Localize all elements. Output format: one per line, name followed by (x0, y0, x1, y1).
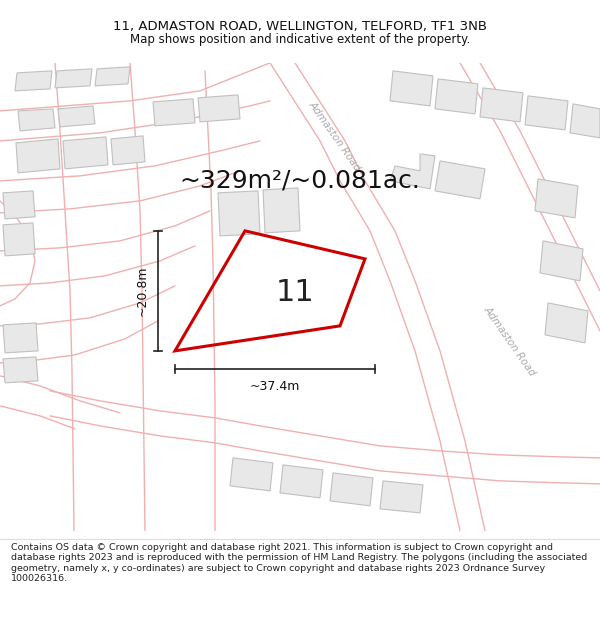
Polygon shape (111, 136, 145, 165)
Polygon shape (3, 357, 38, 383)
Polygon shape (480, 88, 523, 122)
Polygon shape (16, 139, 60, 173)
Text: ~20.8m: ~20.8m (136, 266, 149, 316)
Polygon shape (3, 191, 35, 219)
Text: ~37.4m: ~37.4m (250, 381, 300, 393)
Polygon shape (95, 67, 130, 86)
Text: Admaston Road: Admaston Road (482, 304, 538, 378)
Polygon shape (390, 154, 435, 189)
Polygon shape (330, 473, 373, 506)
Text: 11: 11 (275, 278, 314, 308)
Polygon shape (18, 109, 55, 131)
Polygon shape (198, 95, 240, 122)
Polygon shape (230, 458, 273, 491)
Polygon shape (63, 137, 108, 169)
Text: Admaston Road: Admaston Road (307, 99, 363, 172)
Polygon shape (390, 71, 433, 106)
Polygon shape (153, 99, 195, 126)
Text: ~329m²/~0.081ac.: ~329m²/~0.081ac. (179, 169, 421, 193)
Polygon shape (540, 241, 583, 281)
Polygon shape (570, 104, 600, 138)
Polygon shape (280, 465, 323, 498)
Polygon shape (218, 191, 260, 236)
Polygon shape (435, 161, 485, 199)
Polygon shape (3, 323, 38, 353)
Text: 11, ADMASTON ROAD, WELLINGTON, TELFORD, TF1 3NB: 11, ADMASTON ROAD, WELLINGTON, TELFORD, … (113, 21, 487, 33)
Polygon shape (55, 69, 92, 88)
Polygon shape (58, 106, 95, 127)
Polygon shape (545, 303, 588, 343)
Polygon shape (525, 96, 568, 130)
Polygon shape (3, 223, 35, 256)
Polygon shape (535, 179, 578, 218)
Text: Contains OS data © Crown copyright and database right 2021. This information is : Contains OS data © Crown copyright and d… (11, 543, 587, 583)
Text: Map shows position and indicative extent of the property.: Map shows position and indicative extent… (130, 33, 470, 46)
Polygon shape (263, 188, 300, 233)
Polygon shape (380, 481, 423, 513)
Polygon shape (435, 79, 478, 114)
Polygon shape (15, 71, 52, 91)
